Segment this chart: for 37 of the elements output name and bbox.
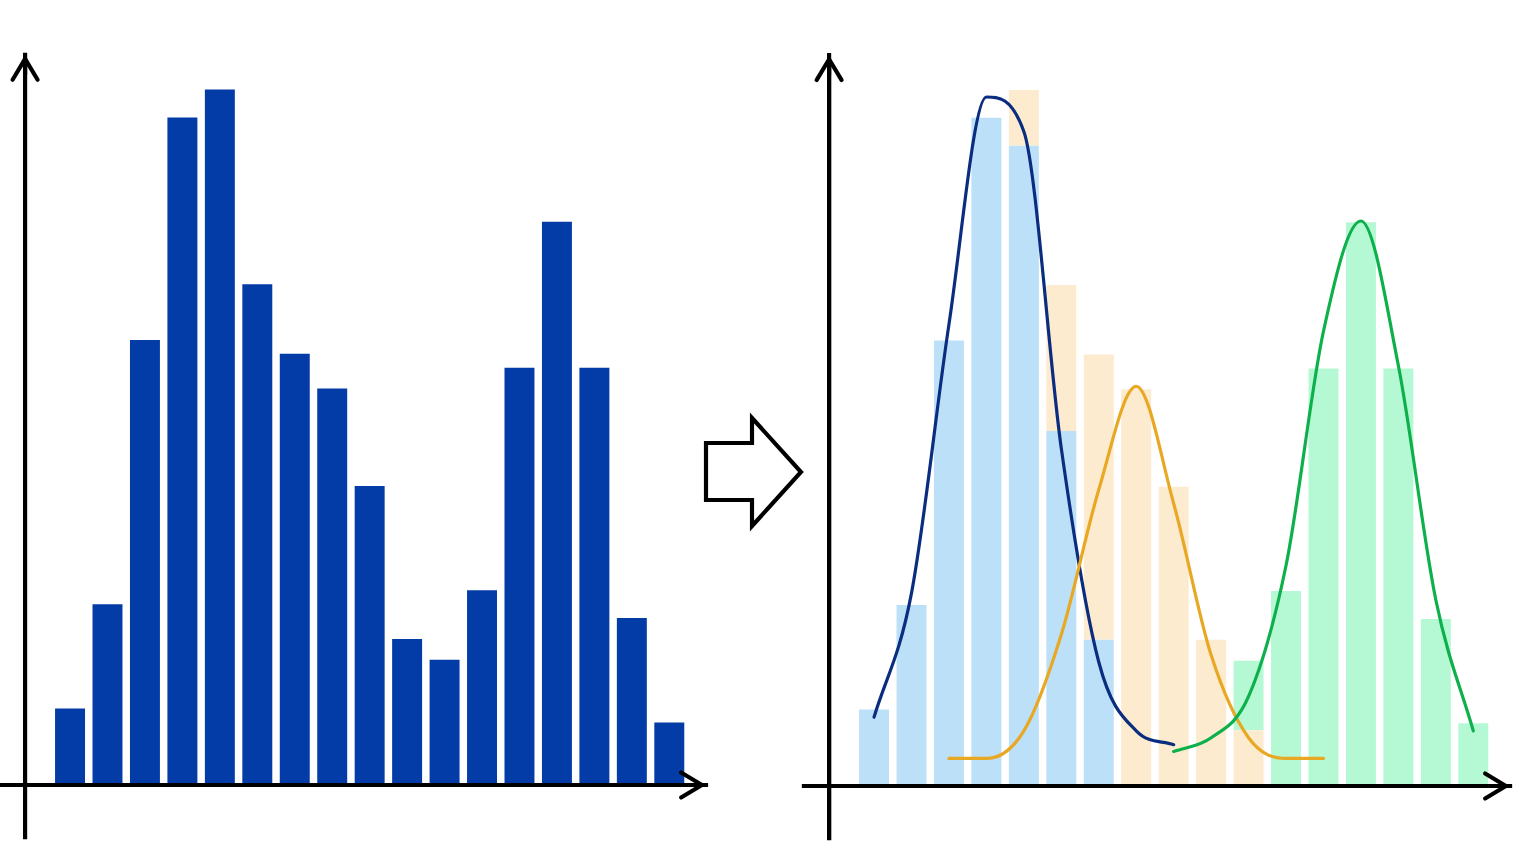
bar (933, 340, 964, 786)
bar (1308, 368, 1339, 786)
bar (1271, 591, 1302, 786)
bar (971, 117, 1002, 786)
bar (167, 117, 198, 785)
bar (1083, 639, 1114, 786)
bar (896, 605, 927, 786)
bar (1046, 284, 1077, 432)
bar (1121, 389, 1152, 786)
bar (1458, 723, 1489, 786)
bar (1083, 354, 1114, 640)
bar (429, 659, 460, 785)
bar (392, 638, 423, 785)
bar (504, 367, 535, 785)
bar (1383, 368, 1414, 786)
bar (616, 618, 647, 785)
bar (129, 339, 160, 785)
bar (92, 604, 123, 785)
bar (204, 89, 235, 785)
bar (541, 221, 572, 785)
bar (55, 708, 86, 785)
bar (1233, 730, 1264, 786)
bar (1158, 486, 1189, 786)
bar (579, 367, 610, 785)
bar (1420, 618, 1451, 786)
bar (859, 709, 890, 786)
bar (1345, 222, 1376, 786)
bar (1008, 145, 1039, 786)
bar (1046, 431, 1077, 786)
bar (242, 284, 273, 785)
bar (467, 590, 498, 785)
bar (317, 388, 348, 785)
bar (279, 353, 310, 785)
bar (1008, 90, 1039, 146)
bar (354, 485, 385, 785)
bar (1196, 639, 1227, 786)
bar (654, 722, 685, 785)
